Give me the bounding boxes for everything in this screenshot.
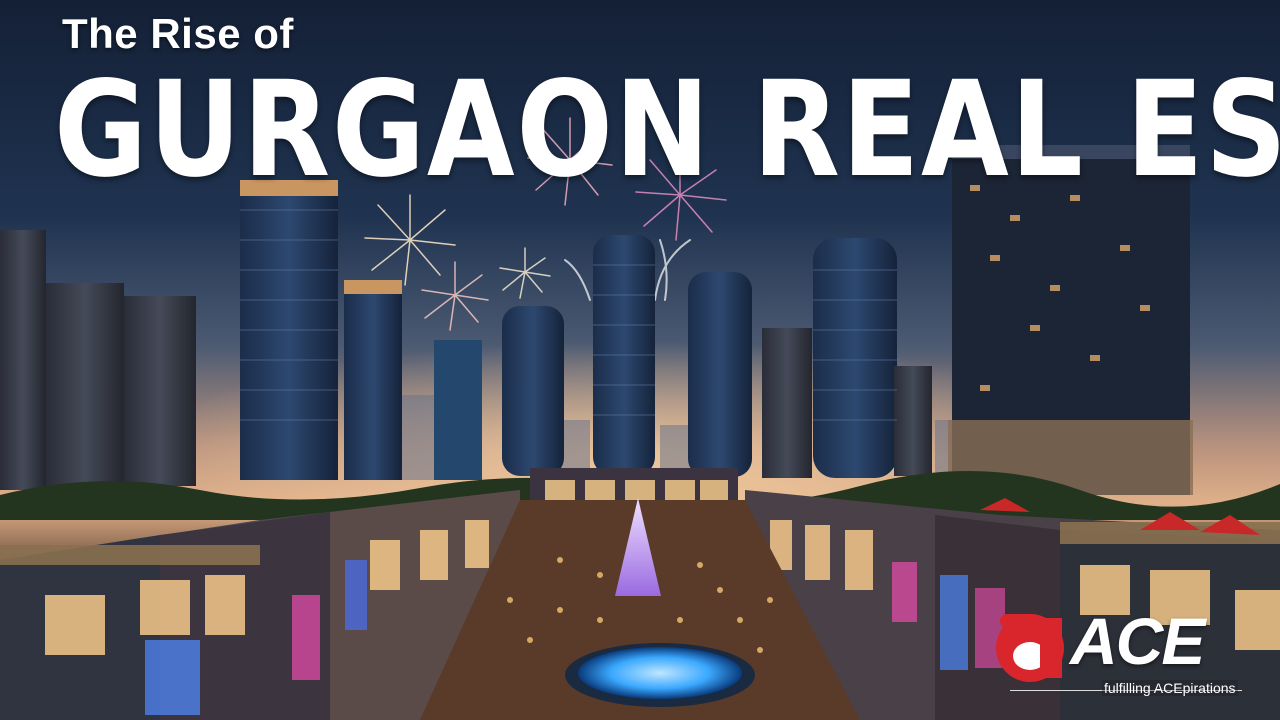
fountain [578, 647, 742, 699]
ace-logo: ACE fulfilling ACEpirations [990, 598, 1260, 702]
logo-divider [1010, 690, 1242, 691]
right-tower [948, 145, 1193, 495]
ace-wordmark: ACE [1070, 604, 1205, 678]
right-street-buildings [745, 490, 1280, 720]
ace-tagline: fulfilling ACEpirations [1102, 680, 1238, 696]
title-line-2: GURGAON REAL ESTATE [54, 53, 1280, 207]
plaza-lights [507, 557, 773, 653]
left-street-buildings [0, 490, 520, 720]
fireworks [364, 117, 727, 331]
window-lines [240, 209, 897, 421]
title-line-1: The Rise of [62, 10, 294, 57]
ace-logo-mark-icon [996, 614, 1064, 682]
christmas-tree [615, 498, 661, 596]
